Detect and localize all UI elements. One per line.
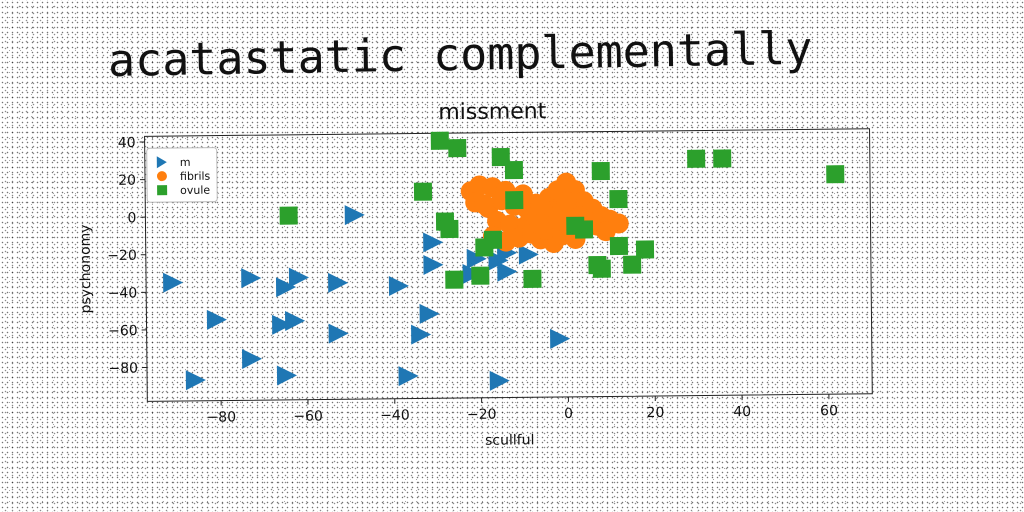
point-ovule-19	[635, 240, 655, 259]
point-ovule-22	[592, 259, 611, 278]
legend-marker-fibrils	[156, 171, 167, 182]
point-ovule-12	[826, 165, 845, 184]
point-m-9	[241, 268, 262, 289]
point-m-25	[489, 370, 510, 391]
point-ovule-10	[687, 149, 706, 168]
point-ovule-20	[623, 255, 642, 274]
x-tick-label: 0	[564, 406, 573, 422]
point-m-11	[275, 277, 297, 298]
point-ovule-7	[440, 219, 459, 239]
series-m	[163, 205, 571, 391]
point-fibrils-47	[547, 210, 568, 231]
point-m-20	[241, 348, 263, 369]
point-ovule-9	[591, 161, 610, 181]
point-m-10	[288, 267, 309, 288]
point-m-22	[185, 370, 206, 391]
legend-marker-m	[156, 156, 167, 169]
point-ovule-1	[448, 139, 467, 158]
point-m-15	[272, 314, 293, 335]
x-tick-label: −40	[380, 408, 410, 424]
point-m-13	[388, 276, 409, 297]
y-axis-label: psychonomy	[77, 224, 94, 313]
point-ovule-24	[471, 266, 490, 285]
x-tick-label: −60	[293, 408, 323, 424]
point-ovule-11	[713, 149, 732, 168]
point-ovule-18	[609, 236, 629, 256]
legend-label-ovule: ovule	[180, 184, 210, 197]
point-m-24	[398, 366, 419, 387]
plot-frame	[144, 128, 873, 402]
plot-area	[163, 131, 845, 391]
point-ovule-5	[505, 191, 524, 210]
legend-label-m: m	[180, 156, 191, 169]
point-ovule-8	[279, 206, 298, 225]
point-ovule-17	[483, 230, 503, 249]
point-m-8	[163, 272, 184, 293]
point-fibrils-31	[595, 221, 616, 242]
point-m-7	[497, 261, 518, 282]
point-m-21	[550, 328, 571, 349]
point-fibrils-42	[473, 194, 494, 215]
y-tick-label: −40	[108, 285, 138, 301]
legend-marker-ovule	[157, 185, 168, 196]
x-tick-label: −20	[467, 407, 497, 423]
x-tick-label: 40	[733, 404, 751, 420]
y-tick-label: −60	[108, 323, 138, 339]
y-tick-label: 0	[127, 210, 136, 226]
axis-ticks: −80 −60 −40 −20 0 20 40 60 40 20 0 −20 −40 −60 −80	[107, 135, 838, 426]
y-tick-label: −20	[107, 248, 137, 264]
point-m-2	[423, 254, 444, 275]
point-m-19	[328, 323, 349, 344]
page-title: acatastatic complementally	[107, 21, 813, 87]
point-ovule-4	[413, 182, 433, 201]
point-m-0	[344, 205, 365, 226]
chart-title: missment	[438, 99, 547, 125]
legend-label-fibrils: fibrils	[180, 170, 211, 183]
x-axis-label: scullful	[485, 432, 535, 449]
point-ovule-15	[574, 220, 594, 239]
x-tick-label: 60	[820, 403, 838, 419]
y-tick-label: 20	[118, 173, 136, 189]
x-tick-label: 20	[646, 405, 664, 421]
point-m-26	[466, 248, 487, 269]
point-m-16	[284, 310, 306, 331]
point-ovule-3	[504, 160, 524, 180]
point-ovule-25	[523, 269, 542, 288]
y-tick-label: 40	[118, 135, 136, 151]
series-ovule	[279, 131, 845, 289]
point-fibrils-44	[556, 191, 577, 212]
point-m-17	[419, 303, 440, 324]
x-tick-label: −80	[206, 409, 236, 425]
point-ovule-23	[445, 270, 464, 289]
y-tick-label: −80	[108, 361, 138, 377]
point-ovule-0	[430, 131, 449, 150]
point-m-1	[423, 232, 444, 253]
point-m-23	[276, 365, 297, 386]
point-fibrils-46	[530, 195, 551, 216]
point-ovule-13	[609, 189, 628, 209]
point-m-6	[518, 244, 539, 265]
point-m-14	[206, 309, 227, 330]
point-m-18	[411, 324, 432, 345]
legend: m fibrils ovule	[146, 147, 218, 203]
scatter-figure: missment −80 −60 −40 −20 0 20 40 6040200−20−40−…	[77, 99, 873, 449]
point-m-12	[328, 272, 349, 293]
